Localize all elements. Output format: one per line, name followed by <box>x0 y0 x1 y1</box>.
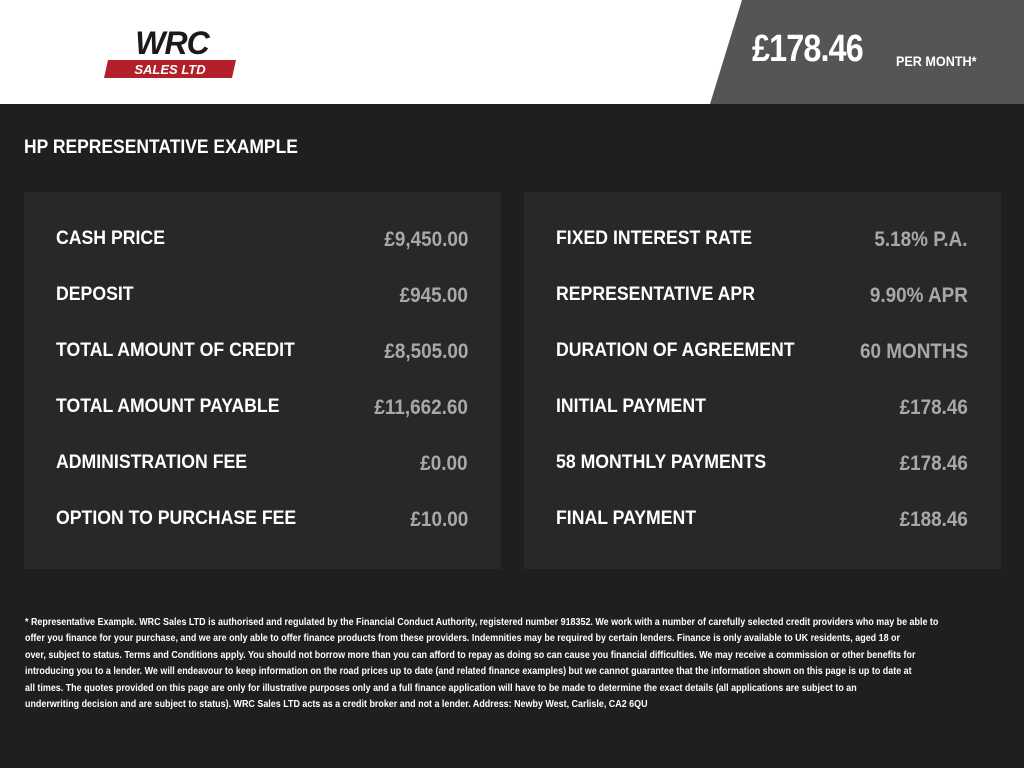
finance-row: ADMINISTRATION FEE £0.00 <box>56 452 468 508</box>
row-label: FIXED INTEREST RATE <box>556 228 753 249</box>
monthly-price-box <box>710 0 1024 104</box>
row-value: £8,505.00 <box>383 340 468 363</box>
row-label: TOTAL AMOUNT OF CREDIT <box>56 340 295 361</box>
left-finance-panel: CASH PRICE £9,450.00 DEPOSIT £945.00 TOTAL A… <box>24 192 501 569</box>
finance-row: OPTION TO PURCHASE FEE £10.00 <box>56 508 468 564</box>
row-label: INITIAL PAYMENT <box>556 396 706 417</box>
finance-row: TOTAL AMOUNT PAYABLE £11,662.60 <box>56 396 468 452</box>
row-label: ADMINISTRATION FEE <box>56 452 248 473</box>
row-label: TOTAL AMOUNT PAYABLE <box>56 396 280 417</box>
finance-row: CASH PRICE £9,450.00 <box>56 228 468 284</box>
row-value: 9.90% APR <box>869 284 968 307</box>
finance-row: FIXED INTEREST RATE 5.18% P.A. <box>556 228 968 284</box>
finance-row: FINAL PAYMENT £188.46 <box>556 508 968 564</box>
per-month-label: PER MONTH* <box>896 53 977 69</box>
disclaimer-line: over, subject to status. Terms and Condi… <box>25 649 916 661</box>
disclaimer-line: underwriting decision and are subject to… <box>25 699 648 711</box>
section-title: HP REPRESENTATIVE EXAMPLE <box>24 137 298 158</box>
row-value: £0.00 <box>420 452 468 475</box>
row-label: 58 MONTHLY PAYMENTS <box>556 452 767 473</box>
finance-row: 58 MONTHLY PAYMENTS £178.46 <box>556 452 968 508</box>
row-value: £178.46 <box>899 452 968 475</box>
row-label: DURATION OF AGREEMENT <box>556 340 795 361</box>
row-value: 5.18% P.A. <box>874 228 968 251</box>
row-value: £10.00 <box>410 508 468 531</box>
row-label: FINAL PAYMENT <box>556 508 697 529</box>
row-value: £9,450.00 <box>383 228 468 251</box>
row-value: £188.46 <box>899 508 968 531</box>
wrc-sales-logo: WRC SALES LTD <box>104 26 236 78</box>
row-value: £178.46 <box>899 396 968 419</box>
row-label: OPTION TO PURCHASE FEE <box>56 508 297 529</box>
svg-text:SALES LTD: SALES LTD <box>134 62 206 77</box>
disclaimer-line: * Representative Example. WRC Sales LTD … <box>25 617 939 628</box>
disclaimer: * Representative Example. WRC Sales LTD … <box>25 615 938 713</box>
finance-row: INITIAL PAYMENT £178.46 <box>556 396 968 452</box>
row-label: CASH PRICE <box>56 228 165 249</box>
disclaimer-line: all times. The quotes provided on this p… <box>25 682 857 694</box>
row-label: REPRESENTATIVE APR <box>556 284 755 305</box>
row-value: 60 MONTHS <box>859 340 968 363</box>
monthly-price: £178.46 <box>752 28 864 70</box>
disclaimer-line: offer you finance for your purchase, and… <box>25 633 900 645</box>
row-value: £945.00 <box>399 284 468 307</box>
finance-row: DURATION OF AGREEMENT 60 MONTHS <box>556 340 968 396</box>
finance-row: TOTAL AMOUNT OF CREDIT £8,505.00 <box>56 340 468 396</box>
finance-row: REPRESENTATIVE APR 9.90% APR <box>556 284 968 340</box>
right-finance-panel: FIXED INTEREST RATE 5.18% P.A. REPRESENTAT… <box>524 192 1001 569</box>
disclaimer-line: introducing you to a lender. We will end… <box>25 666 912 678</box>
row-value: £11,662.60 <box>374 396 468 419</box>
row-label: DEPOSIT <box>56 284 134 305</box>
finance-row: DEPOSIT £945.00 <box>56 284 468 340</box>
svg-text:WRC: WRC <box>135 26 210 61</box>
